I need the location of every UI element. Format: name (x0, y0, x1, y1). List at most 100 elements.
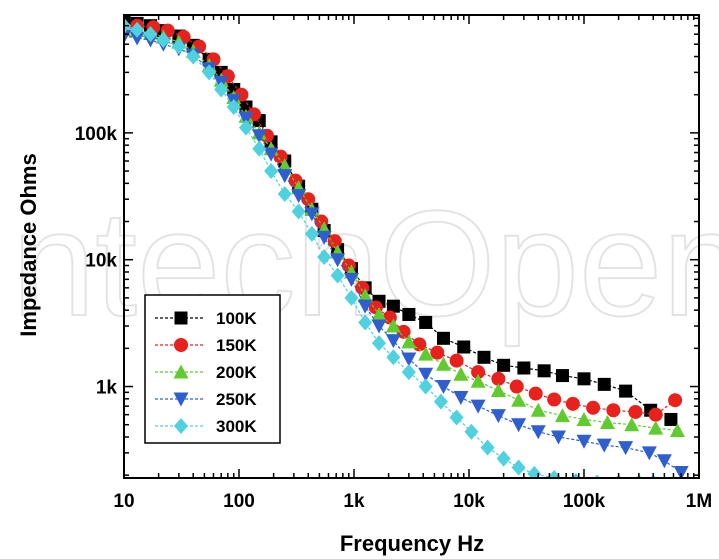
data-point-300K-6 (202, 64, 217, 81)
data-point-300K-1 (130, 21, 145, 38)
data-point-300K-27 (496, 450, 511, 467)
legend-label-300K: 300K (216, 417, 257, 436)
data-point-150K-30 (606, 403, 621, 418)
data-point-200K-18 (357, 288, 373, 303)
plot-frame (123, 14, 700, 479)
data-point-300K-16 (330, 267, 345, 284)
data-point-250K-29 (550, 430, 566, 445)
data-point-300K-17 (344, 289, 359, 306)
data-point-250K-24 (453, 390, 469, 405)
data-point-300K-29 (527, 465, 542, 478)
data-point-200K-28 (530, 402, 546, 417)
data-point-300K-12 (277, 185, 292, 202)
data-point-100K-25 (477, 350, 491, 364)
data-point-300K-28 (511, 459, 526, 476)
data-point-100K-30 (577, 372, 591, 386)
data-point-250K-34 (656, 454, 672, 469)
data-point-300K-3 (156, 31, 171, 48)
data-point-150K-28 (565, 396, 580, 411)
data-point-300K-11 (264, 163, 279, 180)
data-point-150K-14 (327, 234, 342, 249)
data-point-250K-35 (673, 465, 689, 478)
legend-marker-150K (174, 338, 188, 352)
data-point-150K-25 (509, 379, 524, 394)
data-point-250K-33 (641, 446, 657, 461)
data-point-250K-21 (401, 352, 417, 367)
data-point-200K-19 (371, 306, 387, 321)
data-point-300K-14 (304, 225, 319, 242)
data-point-100K-20 (386, 299, 400, 313)
data-point-250K-19 (371, 319, 387, 334)
data-point-300K-21 (401, 364, 416, 381)
data-point-300K-18 (358, 314, 373, 331)
data-point-250K-0 (124, 29, 132, 44)
x-tick-label: 100k (563, 491, 606, 512)
data-point-300K-7 (214, 81, 229, 98)
data-point-250K-23 (435, 380, 451, 395)
data-point-250K-32 (618, 441, 634, 456)
data-point-100K-27 (517, 361, 531, 375)
data-point-250K-17 (343, 272, 359, 287)
x-tick-label: 1k (343, 491, 365, 512)
data-point-200K-30 (576, 411, 592, 426)
data-point-300K-2 (143, 26, 158, 43)
data-point-200K-27 (511, 392, 527, 407)
data-point-300K-13 (291, 203, 306, 220)
legend-label-250K: 250K (216, 390, 257, 409)
data-point-300K-24 (449, 409, 464, 426)
legend-marker-250K (173, 392, 189, 407)
data-point-250K-22 (418, 367, 434, 382)
data-point-250K-18 (357, 299, 373, 314)
data-point-200K-33 (648, 420, 664, 435)
data-point-250K-10 (251, 129, 267, 144)
data-point-150K-21 (430, 345, 445, 360)
data-point-250K-25 (470, 399, 486, 414)
data-point-150K-24 (491, 371, 506, 386)
data-point-200K-21 (401, 334, 417, 349)
data-point-250K-11 (263, 147, 279, 162)
data-point-250K-13 (291, 189, 307, 204)
x-tick-label: 1M (686, 491, 712, 512)
data-point-300K-5 (186, 48, 201, 65)
x-tick-label: 10 (113, 491, 134, 512)
data-point-200K-24 (453, 366, 469, 381)
data-layer (124, 15, 689, 478)
y-axis-title: Impedance Ohms (16, 153, 41, 336)
data-point-200K-25 (470, 373, 486, 388)
data-point-100K-29 (555, 369, 569, 383)
data-point-100K-32 (619, 384, 633, 398)
data-point-250K-12 (277, 169, 293, 184)
legend-label-150K: 150K (216, 336, 257, 355)
data-point-250K-1 (129, 31, 145, 46)
legend-marker-300K (174, 418, 188, 434)
data-point-250K-28 (530, 425, 546, 440)
data-point-250K-15 (316, 230, 332, 245)
axes-layer: 10 100 1k 10k 100k 1M 1k 10k 100k (75, 15, 712, 512)
y-tick-label: 10k (85, 251, 117, 272)
data-point-300K-8 (226, 98, 241, 115)
legend-box (144, 294, 281, 444)
data-point-100K-28 (537, 364, 551, 378)
data-point-250K-26 (490, 409, 506, 424)
data-point-100K-24 (457, 340, 471, 354)
data-point-300K-4 (171, 38, 186, 55)
data-point-250K-9 (238, 111, 254, 126)
legend-label-200K: 200K (216, 363, 257, 382)
data-point-200K-29 (554, 408, 570, 423)
data-point-150K-29 (586, 400, 601, 415)
data-point-250K-16 (330, 253, 346, 268)
data-point-300K-25 (464, 423, 479, 440)
data-point-100K-34 (664, 412, 678, 426)
data-point-300K-31 (571, 472, 581, 478)
data-point-300K-15 (317, 249, 332, 266)
data-point-250K-30 (576, 434, 592, 449)
legend-marker-100K (174, 311, 188, 325)
data-point-300K-9 (238, 119, 253, 136)
data-point-300K-20 (386, 349, 401, 366)
watermark: IntechOpen (0, 179, 719, 347)
y-tick-label: 100k (75, 124, 118, 145)
y-tick-label: 1k (96, 378, 118, 399)
data-point-200K-34 (669, 423, 685, 438)
data-point-200K-31 (599, 415, 615, 430)
